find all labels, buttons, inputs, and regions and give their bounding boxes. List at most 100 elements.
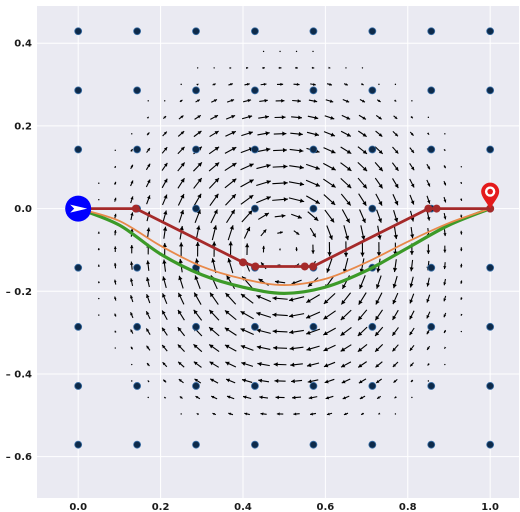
start-arrow-icon [65, 195, 92, 222]
grid-point [74, 27, 83, 36]
field-arrow [273, 345, 288, 351]
field-arrow [295, 247, 298, 252]
field-arrow [378, 83, 380, 86]
field-arrow [146, 260, 151, 271]
grid-point [251, 322, 259, 331]
field-arrow [275, 99, 285, 103]
field-arrow [277, 231, 283, 235]
field-arrow [240, 194, 254, 205]
field-arrow [426, 277, 430, 287]
grid-point [192, 27, 200, 36]
field-arrow [258, 378, 270, 383]
field-arrow [323, 327, 336, 336]
field-arrow [307, 115, 319, 120]
grid-point [74, 86, 83, 95]
grid-point [427, 382, 436, 390]
field-arrow [177, 130, 185, 137]
field-arrow [443, 262, 447, 270]
field-arrow [208, 146, 220, 155]
field-arrow [327, 242, 332, 257]
field-arrow [162, 259, 167, 272]
field-arrow [225, 292, 237, 305]
field-arrow [376, 99, 381, 103]
field-arrow [392, 194, 399, 206]
field-arrow [326, 258, 333, 273]
field-arrow [211, 99, 218, 103]
field-arrow [295, 50, 298, 53]
field-arrow [131, 133, 133, 135]
field-arrow [311, 66, 315, 69]
plot-area [37, 6, 519, 498]
x-tick-label: 0.8 [399, 502, 417, 512]
field-arrow [114, 347, 116, 349]
field-arrow [273, 131, 287, 136]
grid-point [309, 86, 318, 95]
field-arrow [443, 180, 447, 186]
field-arrow [180, 83, 182, 86]
field-arrow [343, 83, 349, 86]
grid-point [368, 440, 377, 449]
field-arrow [272, 197, 288, 202]
field-arrow [360, 412, 365, 416]
field-arrow [409, 344, 415, 352]
field-arrow [257, 212, 270, 220]
field-arrow [443, 196, 447, 203]
field-arrow [306, 294, 321, 304]
field-arrow [208, 162, 220, 172]
field-arrow [256, 147, 271, 153]
field-arrow [293, 230, 300, 236]
x-tick-label: 1.0 [481, 502, 499, 512]
field-arrow [328, 66, 331, 69]
field-arrow [228, 241, 233, 258]
grid-point [251, 86, 259, 95]
field-arrow [323, 162, 336, 171]
field-arrow [240, 163, 254, 171]
field-arrow [460, 181, 463, 185]
field-arrow [443, 346, 447, 349]
field-arrow [460, 263, 463, 268]
field-arrow [409, 131, 414, 136]
field-arrow [341, 114, 351, 120]
field-arrow [225, 193, 237, 206]
field-arrow [145, 277, 150, 288]
field-arrow [324, 115, 335, 120]
grid-point [133, 27, 142, 36]
field-arrow [227, 225, 234, 241]
field-arrow [323, 361, 336, 368]
field-arrow [392, 178, 399, 189]
field-arrow [145, 163, 151, 171]
field-arrow [443, 295, 447, 302]
field-arrow [289, 346, 304, 351]
grid-point [368, 204, 377, 213]
field-arrow [308, 395, 318, 400]
field-arrow [360, 225, 366, 241]
field-arrow [359, 99, 366, 103]
field-arrow [114, 330, 117, 333]
field-arrow [443, 278, 447, 286]
field-arrow [323, 147, 336, 154]
grid-point [251, 440, 259, 449]
field-arrow [342, 395, 350, 400]
field-arrow [340, 309, 352, 321]
field-arrow [113, 279, 117, 285]
field-arrow [162, 293, 168, 305]
field-arrow [177, 326, 186, 337]
field-arrow [409, 276, 414, 288]
field-arrow [209, 193, 219, 206]
field-arrow [359, 209, 366, 224]
field-arrow [361, 83, 364, 86]
field-arrow [178, 209, 185, 223]
field-arrow [262, 66, 265, 70]
field-arrow [98, 297, 100, 300]
field-arrow [409, 259, 414, 272]
field-arrow [241, 378, 253, 383]
field-arrow [342, 99, 350, 103]
field-arrow [193, 193, 202, 206]
field-arrow [409, 147, 415, 154]
field-arrow [376, 209, 382, 223]
y-tick-label: 0.0 [14, 204, 32, 215]
field-arrow [146, 227, 151, 238]
field-arrow [225, 130, 237, 137]
field-arrow [341, 378, 351, 384]
grid-point [133, 145, 142, 154]
